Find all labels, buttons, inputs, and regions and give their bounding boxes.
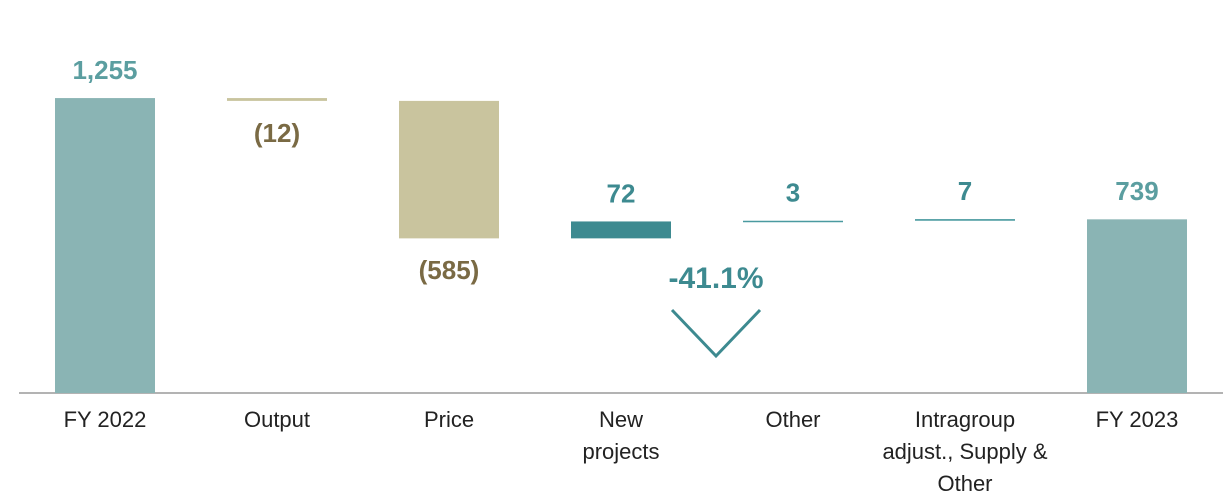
value-label: (585) bbox=[419, 255, 480, 285]
value-label: 739 bbox=[1115, 176, 1158, 206]
bar bbox=[571, 221, 671, 239]
bar bbox=[915, 219, 1015, 221]
x-tick-label: FY 2023 bbox=[1095, 407, 1179, 432]
x-tick-label: FY 2022 bbox=[63, 407, 147, 432]
x-tick-label: Output bbox=[243, 407, 311, 432]
x-tick-label: Intragroup adjust., Supply & Other bbox=[882, 407, 1048, 495]
value-label: (12) bbox=[254, 118, 300, 148]
bar bbox=[55, 98, 155, 393]
value-label: 1,255 bbox=[72, 55, 137, 85]
x-tick-label: Other bbox=[765, 407, 821, 432]
bar bbox=[227, 98, 327, 101]
value-label: 3 bbox=[786, 178, 800, 208]
chevron bbox=[670, 308, 762, 359]
x-tick-label: Price bbox=[423, 407, 475, 432]
bar bbox=[399, 100, 499, 239]
x-tick-label: New projects bbox=[582, 407, 660, 464]
value-label: 72 bbox=[607, 178, 636, 208]
bar bbox=[1087, 219, 1187, 393]
annotation: -41.1% bbox=[668, 262, 763, 295]
value-label: 7 bbox=[958, 176, 972, 206]
bar bbox=[743, 220, 843, 223]
